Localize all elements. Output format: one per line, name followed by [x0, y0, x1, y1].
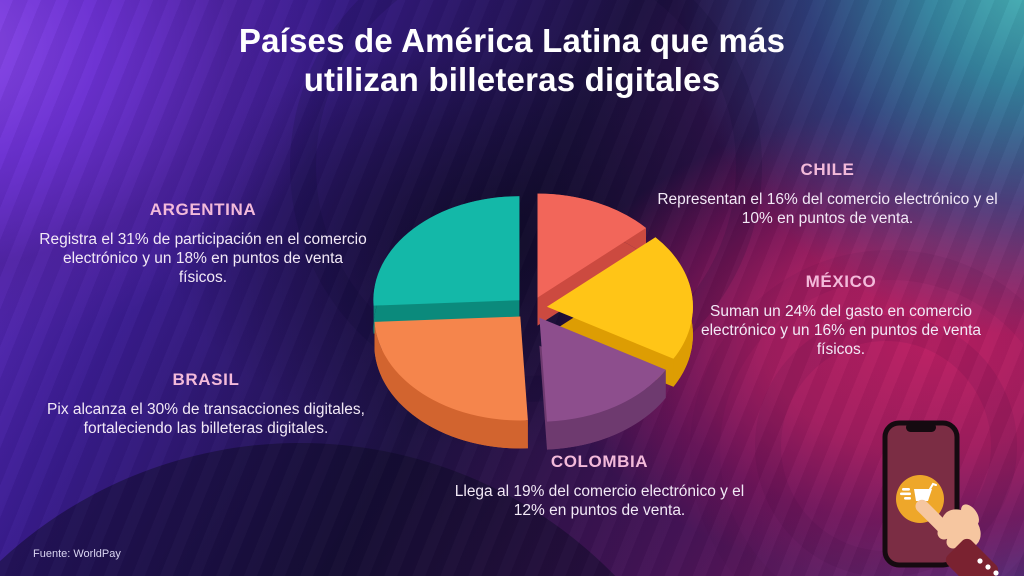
country-block-chile: CHILE Representan el 16% del comercio el… [640, 160, 1015, 229]
country-desc-chile: Representan el 16% del comercio electrón… [657, 191, 998, 227]
pie-segment-colombia [539, 317, 666, 422]
pie-segment-brasil [374, 316, 528, 421]
country-name-brasil: BRASIL [172, 370, 240, 389]
phone-notch [906, 423, 936, 432]
country-desc-colombia: Llega al 19% del comercio electrónico y … [454, 483, 745, 519]
country-block-brasil: BRASIL Pix alcanza el 30% de transaccion… [16, 370, 396, 439]
pie-segment-colombia-rim [547, 369, 666, 450]
pie-segment-brasil-rim [374, 321, 528, 449]
page-title-line2: utilizan billeteras digitales [303, 60, 721, 98]
pie-segment-argentina [373, 196, 520, 306]
country-name-argentina: ARGENTINA [149, 200, 257, 219]
country-block-argentina: ARGENTINA Registra el 31% de participaci… [38, 200, 368, 288]
page-title-line1: Países de América Latina que más [238, 22, 786, 59]
country-desc-brasil: Pix alcanza el 30% de transacciones digi… [47, 401, 365, 437]
country-name-mexico: MÉXICO [805, 272, 877, 291]
country-desc-mexico: Suman un 24% del gasto en comercio elect… [700, 303, 982, 358]
pie-segment-mexico [546, 237, 693, 359]
source-credit: Fuente: WorldPay [33, 548, 121, 560]
pie-segment-chile [537, 193, 646, 298]
pie-chart [373, 193, 693, 450]
page-title: Países de América Latina que más utiliza… [0, 22, 1024, 100]
phone-wallet-illustration [882, 420, 999, 576]
cuff [945, 538, 999, 576]
country-desc-argentina: Registra el 31% de participación en el c… [39, 231, 367, 286]
hand-pointer-icon [915, 499, 999, 576]
country-name-chile: CHILE [800, 160, 855, 179]
country-block-mexico: MÉXICO Suman un 24% del gasto en comerci… [676, 272, 1006, 360]
